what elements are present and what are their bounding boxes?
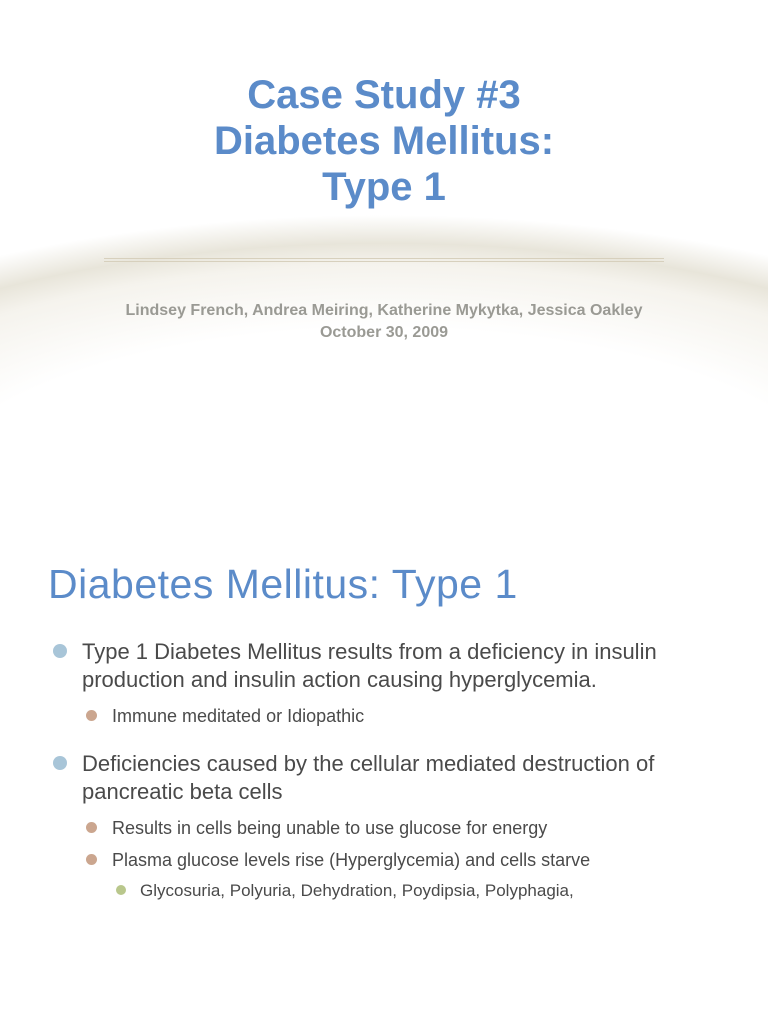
slide-content: Diabetes Mellitus: Type 1 Type 1 Diabete… (0, 505, 768, 902)
list-item: Results in cells being unable to use glu… (82, 817, 720, 840)
list-item: Plasma glucose levels rise (Hyperglycemi… (82, 849, 720, 902)
list-item: Immune meditated or Idiopathic (82, 705, 720, 728)
bullet-list: Type 1 Diabetes Mellitus results from a … (48, 638, 720, 902)
date-text: October 30, 2009 (114, 322, 654, 344)
authors-text: Lindsey French, Andrea Meiring, Katherin… (114, 300, 654, 322)
item-text: Results in cells being unable to use glu… (112, 818, 547, 838)
authors-block: Lindsey French, Andrea Meiring, Katherin… (114, 300, 654, 343)
slide-title: Case Study #3 Diabetes Mellitus: Type 1 … (0, 0, 768, 505)
item-text: Glycosuria, Polyuria, Dehydration, Poydi… (140, 881, 574, 900)
list-item: Type 1 Diabetes Mellitus results from a … (48, 638, 720, 728)
list-item: Deficiencies caused by the cellular medi… (48, 750, 720, 902)
title-block: Case Study #3 Diabetes Mellitus: Type 1 (70, 72, 698, 210)
item-text: Type 1 Diabetes Mellitus results from a … (82, 639, 657, 692)
title-divider (104, 258, 664, 262)
list-item: Glycosuria, Polyuria, Dehydration, Poydi… (112, 880, 720, 902)
title-line-2: Diabetes Mellitus: (70, 118, 698, 164)
item-text: Plasma glucose levels rise (Hyperglycemi… (112, 850, 590, 870)
title-line-3: Type 1 (70, 164, 698, 210)
item-text: Deficiencies caused by the cellular medi… (82, 751, 654, 804)
item-text: Immune meditated or Idiopathic (112, 706, 364, 726)
title-line-1: Case Study #3 (70, 72, 698, 118)
content-title: Diabetes Mellitus: Type 1 (48, 561, 720, 608)
